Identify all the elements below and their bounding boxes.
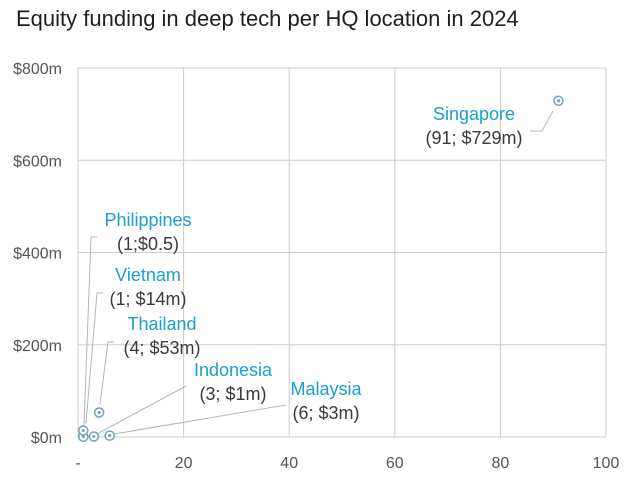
point-value-philippines: (1;$0.5) — [117, 234, 179, 254]
y-tick-label: $0m — [31, 430, 62, 447]
chart-title: Equity funding in deep tech per HQ locat… — [16, 6, 519, 31]
leader-line-thailand — [99, 341, 114, 405]
leader-line-philippines — [83, 236, 97, 426]
leader-line-indonesia — [96, 385, 187, 435]
point-malaysia-center — [108, 434, 112, 438]
point-name-indonesia: Indonesia — [194, 360, 273, 380]
point-value-thailand: (4; $53m) — [123, 338, 200, 358]
point-value-malaysia: (6; $3m) — [292, 403, 359, 423]
leader-line-malaysia — [113, 404, 287, 435]
x-tick-label: 40 — [280, 455, 298, 472]
point-name-philippines: Philippines — [104, 210, 191, 230]
point-name-malaysia: Malaysia — [290, 379, 362, 399]
x-tick-label: 80 — [492, 455, 510, 472]
point-name-singapore: Singapore — [433, 104, 515, 124]
leader-line-singapore — [530, 110, 554, 132]
x-tick-label: 60 — [386, 455, 404, 472]
point-value-vietnam: (1; $14m) — [109, 289, 186, 309]
y-tick-label: $800m — [13, 61, 62, 78]
point-vietnam-center — [81, 428, 85, 433]
x-tick-label: 100 — [593, 455, 620, 472]
y-tick-label: $400m — [13, 246, 62, 263]
y-tick-label: $200m — [13, 338, 62, 355]
point-value-indonesia: (3; $1m) — [199, 384, 266, 404]
point-name-vietnam: Vietnam — [115, 265, 181, 285]
x-tick-label: - — [75, 455, 80, 472]
point-name-thailand: Thailand — [127, 314, 196, 334]
point-thailand-center — [97, 410, 101, 415]
point-indonesia-center — [92, 434, 96, 439]
x-tick-label: 20 — [175, 455, 193, 472]
point-philippines-center — [81, 435, 85, 439]
point-value-singapore: (91; $729m) — [425, 128, 522, 148]
leader-line-vietnam — [85, 292, 103, 424]
point-singapore-center — [556, 99, 561, 103]
y-tick-label: $600m — [13, 153, 62, 170]
